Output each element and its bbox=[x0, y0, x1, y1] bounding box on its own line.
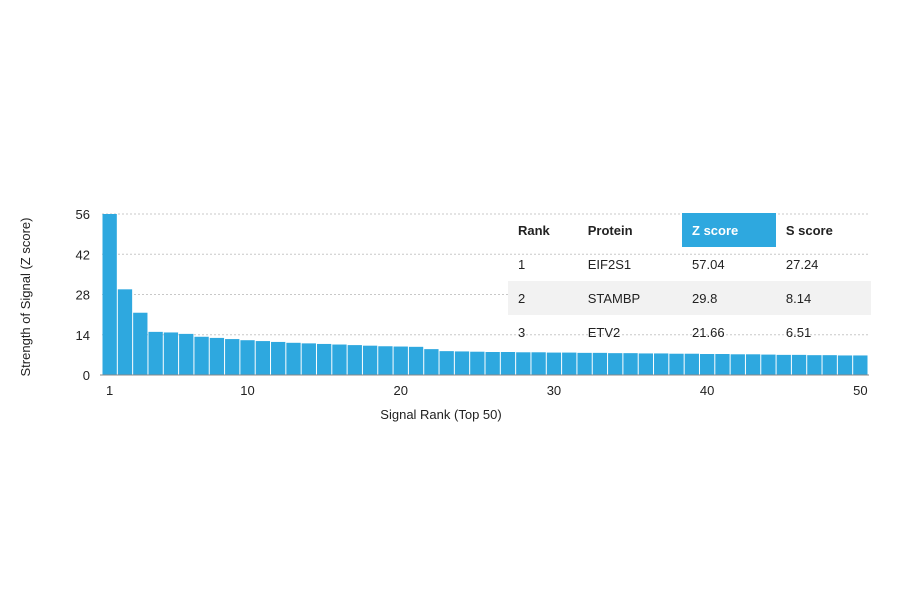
bar bbox=[470, 351, 485, 375]
y-axis-title: Strength of Signal (Z score) bbox=[18, 218, 33, 377]
bar bbox=[148, 331, 163, 375]
x-tick-label: 50 bbox=[853, 383, 867, 398]
bar bbox=[454, 351, 470, 375]
bar bbox=[577, 352, 592, 375]
header-s-score: S score bbox=[785, 222, 833, 238]
table-row: 1 EIF2S1 57.04 27.24 bbox=[508, 247, 871, 281]
bar bbox=[776, 354, 791, 375]
bar bbox=[592, 352, 608, 375]
y-tick-label: 0 bbox=[83, 368, 90, 383]
cell-s-score: 6.51 bbox=[785, 324, 812, 340]
bar bbox=[745, 354, 761, 375]
bar bbox=[531, 352, 546, 375]
bar bbox=[439, 351, 454, 375]
rank-table: Rank Protein Z score S score 1 EIF2S1 57… bbox=[508, 213, 871, 349]
bar bbox=[316, 343, 332, 375]
bar bbox=[516, 352, 531, 375]
bar bbox=[179, 333, 194, 375]
cell-protein: STAMBP bbox=[587, 290, 641, 306]
y-tick-labels: 0 14 28 42 56 bbox=[76, 207, 90, 383]
header-protein: Protein bbox=[587, 222, 633, 238]
cell-z-score: 57.04 bbox=[692, 256, 725, 272]
cell-protein: EIF2S1 bbox=[587, 256, 632, 272]
bar bbox=[807, 355, 822, 375]
bar bbox=[853, 355, 868, 375]
bar bbox=[546, 352, 562, 375]
bar bbox=[133, 312, 148, 375]
table-row: 2 STAMBP 29.8 8.14 bbox=[508, 281, 871, 315]
cell-rank: 2 bbox=[518, 290, 526, 306]
bar bbox=[347, 345, 362, 375]
x-tick-label: 1 bbox=[106, 383, 113, 398]
bar bbox=[240, 340, 255, 375]
bar bbox=[163, 332, 179, 375]
cell-rank: 3 bbox=[518, 324, 526, 340]
bar bbox=[730, 354, 745, 375]
x-tick-labels: 1 10 20 30 40 50 bbox=[106, 383, 868, 398]
x-tick-label: 20 bbox=[394, 383, 408, 398]
bar bbox=[699, 354, 715, 375]
cell-protein: ETV2 bbox=[587, 324, 621, 340]
bar bbox=[255, 341, 271, 375]
bars bbox=[102, 214, 868, 375]
y-tick-label: 14 bbox=[76, 328, 90, 343]
bar bbox=[225, 339, 240, 375]
x-tick-label: 10 bbox=[240, 383, 254, 398]
bar bbox=[623, 353, 638, 375]
bar bbox=[301, 343, 316, 375]
x-tick-label: 30 bbox=[547, 383, 561, 398]
x-axis-title: Signal Rank (Top 50) bbox=[380, 407, 501, 422]
y-tick-label: 42 bbox=[76, 247, 90, 262]
bar bbox=[117, 289, 133, 375]
bar bbox=[362, 345, 378, 375]
bar bbox=[424, 349, 439, 375]
bar bbox=[194, 336, 209, 375]
bar bbox=[608, 353, 623, 375]
bar bbox=[485, 352, 500, 375]
cell-s-score: 27.24 bbox=[785, 256, 819, 272]
bar bbox=[378, 346, 393, 375]
bar bbox=[837, 355, 853, 375]
bar bbox=[286, 342, 301, 375]
bar bbox=[791, 354, 807, 375]
cell-z-score: 29.8 bbox=[692, 290, 718, 306]
bar bbox=[562, 352, 577, 375]
bar bbox=[332, 344, 347, 375]
bar bbox=[684, 353, 699, 375]
header-z-score: Z score bbox=[682, 213, 776, 247]
bar bbox=[761, 354, 776, 375]
y-tick-label: 28 bbox=[76, 288, 90, 303]
table-header-row: Rank Protein Z score S score bbox=[508, 213, 871, 247]
y-tick-label: 56 bbox=[76, 207, 90, 222]
bar bbox=[271, 341, 286, 375]
cell-z-score: 21.66 bbox=[692, 324, 725, 340]
bar bbox=[500, 352, 516, 375]
bar bbox=[209, 337, 225, 375]
bar bbox=[654, 353, 669, 375]
cell-s-score: 8.14 bbox=[785, 290, 812, 306]
bar bbox=[715, 354, 730, 375]
bar bbox=[638, 353, 654, 375]
bar bbox=[408, 346, 424, 375]
cell-rank: 1 bbox=[518, 256, 526, 272]
bar bbox=[393, 346, 408, 375]
bar bbox=[102, 214, 117, 375]
table-row: 3 ETV2 21.66 6.51 bbox=[508, 315, 871, 349]
bar bbox=[822, 355, 837, 375]
x-tick-label: 40 bbox=[700, 383, 714, 398]
header-rank: Rank bbox=[518, 222, 550, 238]
bar bbox=[669, 353, 684, 375]
